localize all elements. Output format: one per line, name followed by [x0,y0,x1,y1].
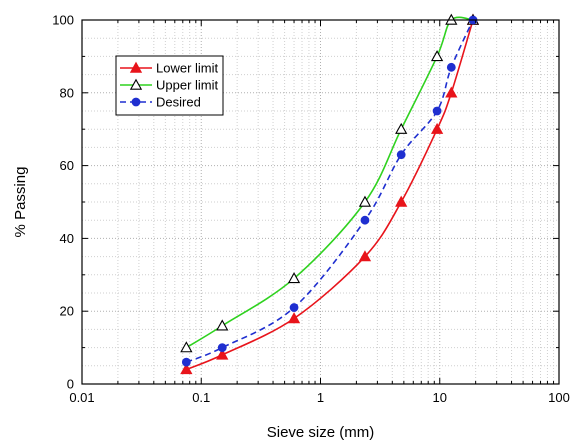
data-point [289,303,299,312]
x-tick-label: 100 [548,390,570,405]
axis-ticks: 0.01 0.1 1 10 100 0 20 40 60 80 100 [52,13,570,406]
x-axis-title: Sieve size (mm) [267,424,375,441]
y-tick-label: 40 [60,231,74,246]
data-point [287,312,301,324]
data-point [358,195,372,207]
data-point [180,363,193,375]
legend-marker [129,78,143,90]
data-point [446,62,456,72]
data-point [360,215,370,225]
y-axis-title: % Passing [12,167,29,238]
series-line [185,16,474,349]
y-tick-label: 0 [67,377,74,392]
x-tick-label: 0.01 [69,390,94,405]
legend-label: Upper limit [156,78,219,93]
legend-label: Desired [156,95,201,110]
x-tick-label: 10 [433,390,447,405]
data-point [217,343,227,353]
y-tick-label: 60 [60,158,74,173]
x-tick-label: 0.1 [192,390,210,405]
data-point [396,150,406,160]
x-tick-label: 1 [317,390,324,405]
legend: Lower limit Upper limit Desired [115,55,224,116]
data-point [358,250,372,262]
data-point [430,122,444,134]
data-point [445,86,458,98]
data-point [180,341,193,353]
data-point [216,319,229,331]
data-point [287,272,301,284]
y-tick-label: 80 [60,85,74,100]
data-point [432,106,442,116]
legend-marker [129,61,143,73]
legend-label: Lower limit [156,61,219,76]
series-layer [180,13,480,375]
y-tick-label: 100 [52,13,74,28]
series-line [186,19,474,371]
legend-marker [131,97,141,107]
grid [82,20,559,384]
data-point [395,122,408,134]
data-point [216,348,229,360]
data-point [430,50,444,62]
y-tick-label: 20 [60,304,74,319]
data-point [181,357,191,367]
data-point [395,195,408,207]
series-line [186,19,474,363]
